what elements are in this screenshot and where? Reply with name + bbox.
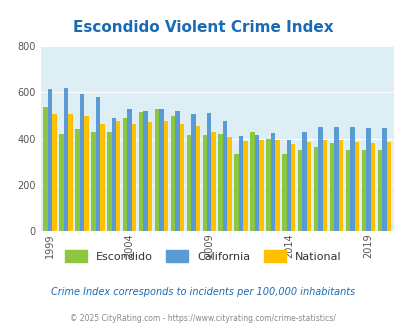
Bar [243,141,247,231]
Bar [275,140,279,231]
Bar [159,109,163,231]
Bar [227,137,231,231]
Bar [43,108,48,231]
Bar [123,118,127,231]
Bar [111,118,116,231]
Bar [100,123,104,231]
Bar [234,154,238,231]
Bar [171,115,175,231]
Bar [163,121,168,231]
Bar [322,140,326,231]
Bar [333,127,338,231]
Bar [191,115,195,231]
Bar [202,135,207,231]
Bar [290,145,295,231]
Bar [381,128,386,231]
Bar [211,132,215,231]
Bar [361,150,365,231]
Bar [297,150,302,231]
Bar [281,154,286,231]
Bar [186,135,191,231]
Bar [91,132,96,231]
Bar [218,134,222,231]
Bar [116,121,120,231]
Bar [68,115,72,231]
Bar [195,126,200,231]
Bar [139,112,143,231]
Bar [377,150,381,231]
Bar [350,127,354,231]
Bar [270,133,275,231]
Bar [386,142,390,231]
Bar [238,136,243,231]
Bar [132,123,136,231]
Bar [147,122,152,231]
Bar [207,113,211,231]
Text: © 2025 CityRating.com - https://www.cityrating.com/crime-statistics/: © 2025 CityRating.com - https://www.city… [70,314,335,323]
Bar [338,140,342,231]
Bar [75,129,79,231]
Bar [179,123,183,231]
Bar [154,109,159,231]
Bar [370,143,374,231]
Bar [266,139,270,231]
Text: Crime Index corresponds to incidents per 100,000 inhabitants: Crime Index corresponds to incidents per… [51,287,354,297]
Bar [250,132,254,231]
Bar [318,127,322,231]
Legend: Escondido, California, National: Escondido, California, National [64,250,341,262]
Text: Escondido Violent Crime Index: Escondido Violent Crime Index [72,20,333,35]
Bar [64,88,68,231]
Bar [96,97,100,231]
Bar [365,128,370,231]
Bar [48,89,52,231]
Bar [286,140,290,231]
Bar [222,121,227,231]
Bar [354,142,358,231]
Bar [345,150,350,231]
Bar [84,115,88,231]
Bar [79,94,84,231]
Bar [302,132,306,231]
Bar [329,143,333,231]
Bar [52,115,57,231]
Bar [127,109,132,231]
Bar [107,132,111,231]
Bar [143,111,147,231]
Bar [306,142,311,231]
Bar [258,140,263,231]
Bar [175,111,179,231]
Bar [254,135,258,231]
Bar [59,134,64,231]
Bar [313,147,318,231]
